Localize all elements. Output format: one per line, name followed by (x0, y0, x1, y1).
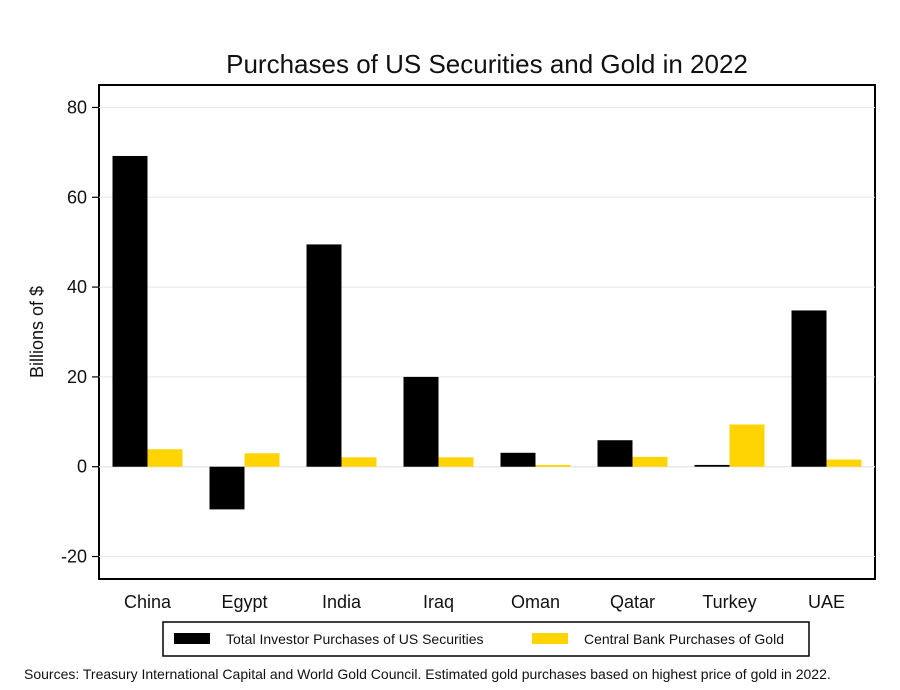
gold-bar (438, 457, 474, 467)
y-tick-label: 40 (67, 277, 87, 297)
y-axis-ticks: -20 0 20 40 60 80 (61, 97, 99, 567)
plot-frame (98, 84, 876, 580)
y-tick-label: -20 (61, 547, 87, 567)
gold-bar (244, 453, 280, 467)
gold-bar (535, 464, 571, 467)
x-tick-label: UAE (808, 592, 845, 612)
y-tick-label: 80 (67, 97, 87, 117)
x-axis-labels: China Egypt India Iraq Oman Qatar Turkey UAE (124, 592, 845, 612)
gold-bar (147, 449, 183, 467)
chart-title: Purchases of US Securities and Gold in 2… (226, 49, 748, 79)
legend-box (162, 621, 810, 657)
investor-bar (209, 466, 245, 510)
gold-bar (826, 459, 862, 467)
legend: Total Investor Purchases of US Securitie… (162, 621, 810, 657)
investor-bar (112, 155, 148, 467)
bars (112, 155, 862, 510)
x-tick-label: China (124, 592, 172, 612)
investor-bar (694, 464, 730, 467)
gold-bar (632, 456, 668, 467)
legend-label-gold: Central Bank Purchases of Gold (584, 631, 784, 647)
legend-label-investor: Total Investor Purchases of US Securitie… (226, 631, 484, 647)
investor-bar (306, 244, 342, 467)
x-tick-label: Oman (511, 592, 560, 612)
investor-bar (500, 452, 536, 467)
investor-bar (791, 310, 827, 467)
gold-bar (729, 424, 765, 467)
y-tick-label: 20 (67, 367, 87, 387)
plot-area: -20 0 20 40 60 80 China Egypt India Iraq Oman Qata… (61, 84, 876, 612)
x-tick-label: Iraq (423, 592, 454, 612)
y-tick-label: 60 (67, 187, 87, 207)
x-tick-label: Egypt (221, 592, 267, 612)
investor-bar (403, 376, 439, 467)
x-tick-label: India (322, 592, 362, 612)
x-tick-label: Qatar (610, 592, 655, 612)
grid-lines (99, 106, 875, 558)
source-note: Sources: Treasury International Capital … (24, 666, 831, 682)
investor-bar (597, 440, 633, 467)
gold-bar (341, 457, 377, 467)
y-tick-label: 0 (77, 457, 87, 477)
legend-swatch-investor (174, 633, 210, 644)
legend-swatch-gold (532, 633, 568, 644)
x-tick-label: Turkey (702, 592, 756, 612)
y-axis-label: Billions of $ (27, 286, 47, 378)
